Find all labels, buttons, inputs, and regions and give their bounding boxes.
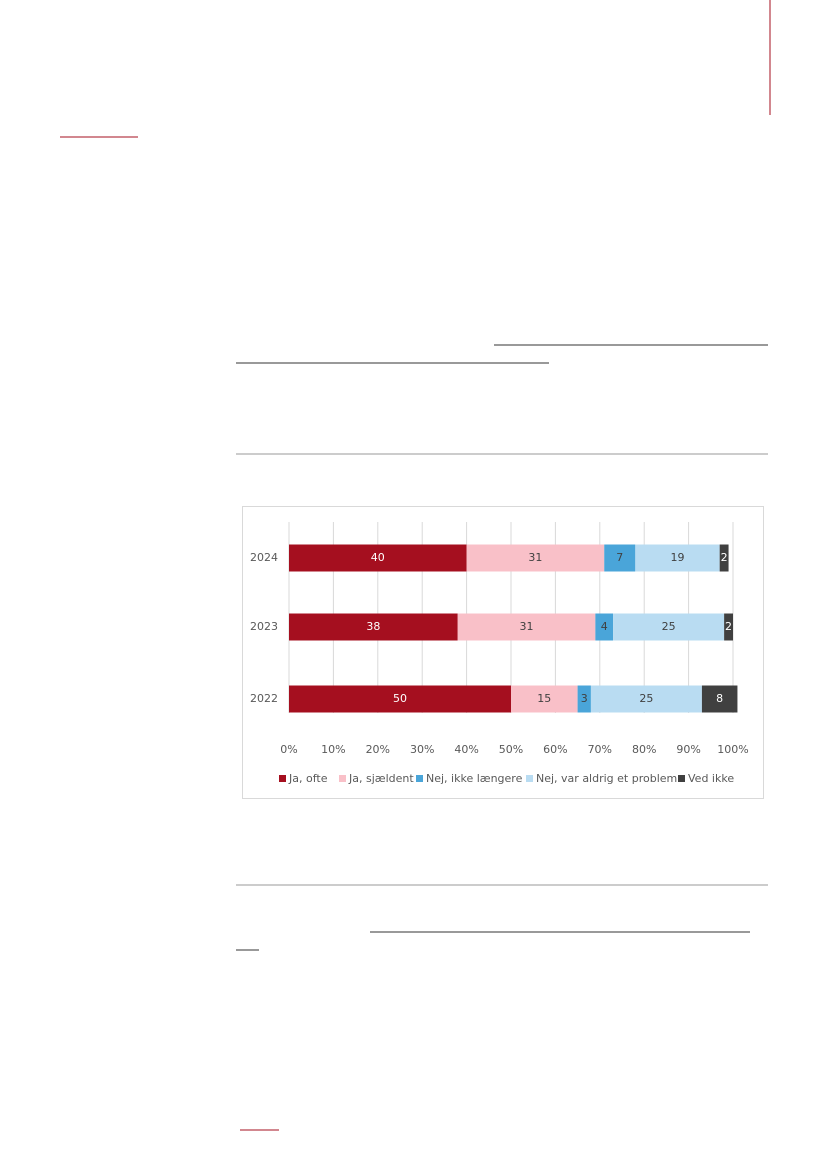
bar-segment — [719, 544, 729, 572]
bar-segment — [466, 544, 605, 572]
legend-swatch — [339, 775, 346, 782]
chart: 0% 10% 20% 30% 40% 50% 60% 70% 80% 90% 100% 2024 40 3… — [250, 522, 749, 785]
x-tick-label: 90% — [676, 743, 700, 756]
y-tick-label: 2024 — [250, 551, 278, 564]
bar-segment — [595, 613, 614, 641]
bar-segment — [289, 613, 458, 641]
data-label: 38 — [366, 620, 380, 633]
bar-segment — [577, 685, 591, 713]
data-label: 25 — [639, 692, 653, 705]
data-label: 31 — [520, 620, 534, 633]
x-tick-label: 40% — [454, 743, 478, 756]
bar-segment — [701, 685, 738, 713]
data-label: 40 — [371, 551, 385, 564]
legend-swatch — [279, 775, 286, 782]
x-tick-label: 70% — [588, 743, 612, 756]
bar-segment — [604, 544, 636, 572]
data-label: 7 — [616, 551, 623, 564]
data-label: 50 — [393, 692, 407, 705]
bar-segment — [511, 685, 578, 713]
bar-segment — [289, 685, 511, 713]
x-tick-label: 100% — [717, 743, 748, 756]
data-label: 3 — [581, 692, 588, 705]
data-label: 2 — [725, 620, 732, 633]
x-tick-label: 30% — [410, 743, 434, 756]
legend-swatch — [526, 775, 533, 782]
x-tick-label: 80% — [632, 743, 656, 756]
bar-segment — [613, 613, 725, 641]
bar-segment — [635, 544, 720, 572]
data-label: 31 — [528, 551, 542, 564]
y-tick-label: 2022 — [250, 692, 278, 705]
legend-label: Ved ikke — [688, 772, 734, 785]
y-tick-label: 2023 — [250, 620, 278, 633]
data-label: 15 — [537, 692, 551, 705]
x-tick-label: 60% — [543, 743, 567, 756]
x-tick-label: 0% — [280, 743, 297, 756]
bar-segment — [590, 685, 702, 713]
legend-label: Ja, sjældent — [348, 772, 414, 785]
x-tick-label: 20% — [366, 743, 390, 756]
bar-segment — [289, 544, 467, 572]
legend-label: Nej, var aldrig et problem — [536, 772, 677, 785]
legend-label: Ja, ofte — [288, 772, 328, 785]
data-label: 25 — [662, 620, 676, 633]
bar-segment — [724, 613, 733, 641]
legend-label: Nej, ikke længere — [426, 772, 523, 785]
x-tick-label: 10% — [321, 743, 345, 756]
bar-segment — [457, 613, 596, 641]
data-label: 4 — [601, 620, 608, 633]
data-label: 19 — [671, 551, 685, 564]
legend-swatch — [678, 775, 685, 782]
data-label: 8 — [716, 692, 723, 705]
x-tick-label: 50% — [499, 743, 523, 756]
legend-swatch — [416, 775, 423, 782]
data-label: 2 — [721, 551, 728, 564]
